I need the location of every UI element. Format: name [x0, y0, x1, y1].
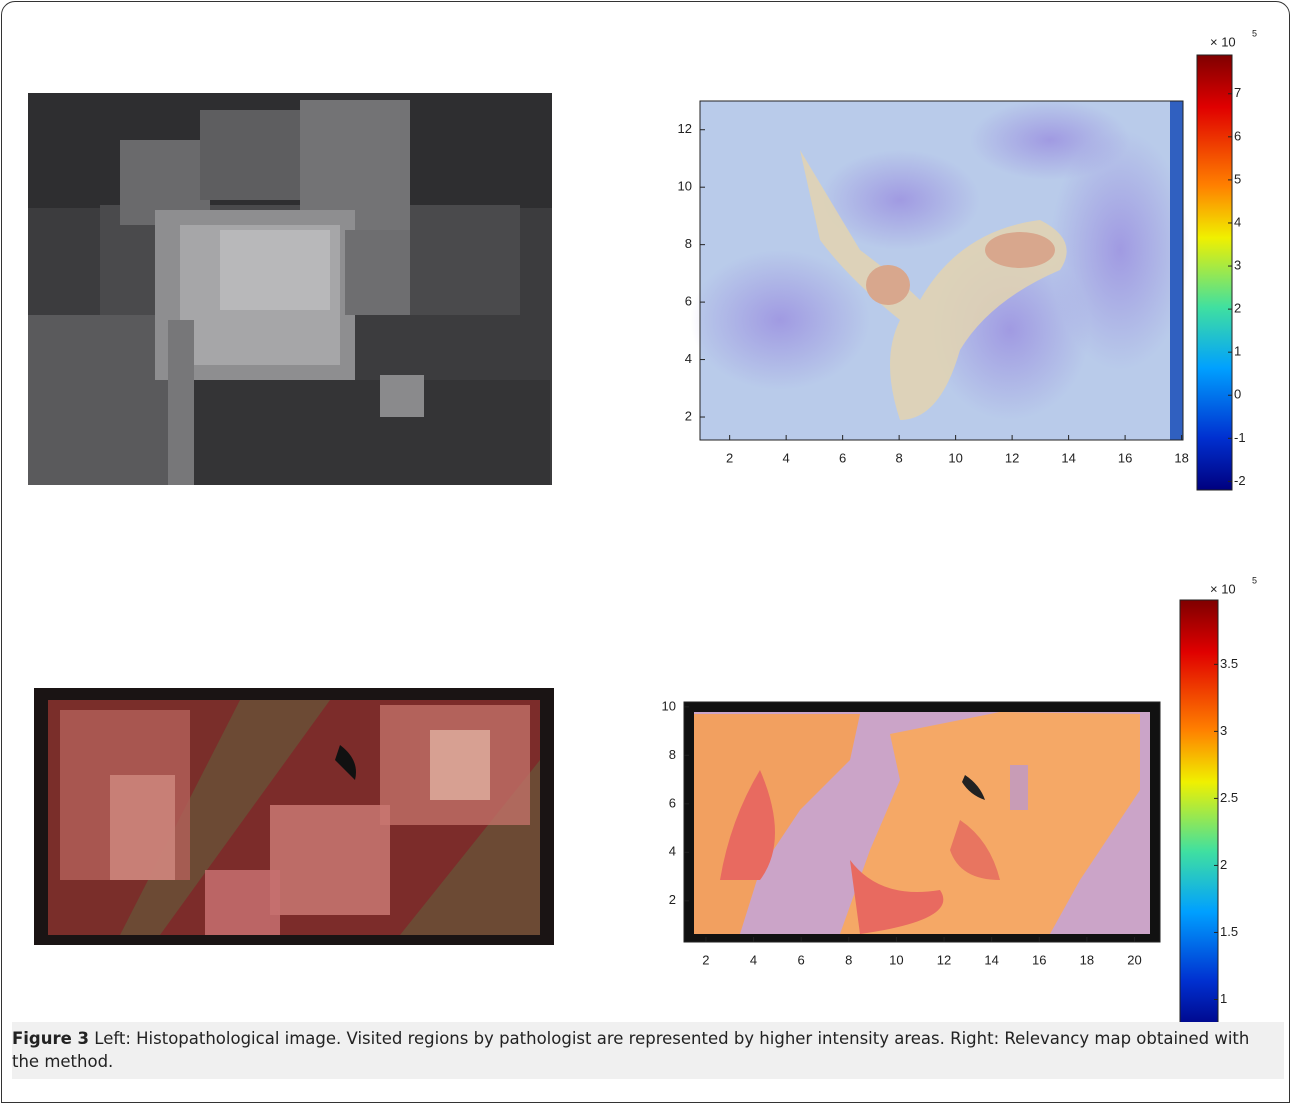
- x-tick-label: 18: [1174, 450, 1188, 465]
- relevancy-map-2: [684, 702, 1160, 942]
- colorbar-tick-label: 6: [1234, 128, 1241, 143]
- colorbar-tick-label: 1: [1220, 991, 1227, 1006]
- caption-label: Figure 3: [12, 1029, 89, 1048]
- colorbar-tick-label: 2: [1220, 857, 1227, 872]
- x-tick-label: 16: [1118, 450, 1132, 465]
- colorbar-tick-label: 1: [1234, 344, 1241, 359]
- x-tick-label: 14: [1061, 450, 1075, 465]
- colorbar-multiplier: × 10: [1210, 581, 1236, 596]
- x-tick-label: 4: [750, 952, 757, 967]
- colorbar-tick-label: -2: [1234, 473, 1246, 488]
- colorbar-tick-label: 3.5: [1220, 656, 1238, 671]
- relevancy-map-1: [690, 100, 1190, 440]
- y-tick-label: 4: [685, 351, 692, 366]
- y-tick-label: 6: [685, 294, 692, 309]
- x-tick-label: 4: [783, 450, 790, 465]
- colorbar-tick-label: 3: [1234, 257, 1241, 272]
- colorbar-tick-label: 7: [1234, 85, 1241, 100]
- histology-image-2: [34, 688, 554, 945]
- figure: 246810121416182468101276543210-1-2× 1052…: [0, 0, 1293, 1106]
- y-tick-label: 4: [669, 844, 676, 859]
- x-tick-label: 16: [1032, 952, 1046, 967]
- x-tick-label: 8: [845, 952, 852, 967]
- x-tick-label: 10: [948, 450, 962, 465]
- figure-caption: Figure 3 Left: Histopathological image. …: [12, 1022, 1284, 1079]
- x-tick-label: 6: [839, 450, 846, 465]
- colorbar-tick-label: 2.5: [1220, 790, 1238, 805]
- y-tick-label: 10: [662, 698, 676, 713]
- y-tick-label: 12: [678, 121, 692, 136]
- histology-image-1: [28, 93, 552, 485]
- colorbar-2: [1180, 600, 1218, 1033]
- x-tick-label: 8: [896, 450, 903, 465]
- colorbar-tick-label: 4: [1234, 214, 1241, 229]
- x-tick-label: 6: [798, 952, 805, 967]
- x-tick-label: 10: [889, 952, 903, 967]
- y-tick-label: 8: [669, 747, 676, 762]
- colorbar-tick-label: 5: [1234, 171, 1241, 186]
- colorbar-tick-label: 2: [1234, 301, 1241, 316]
- caption-text: Left: Histopathological image. Visited r…: [12, 1029, 1249, 1071]
- y-tick-label: 8: [685, 236, 692, 251]
- x-tick-label: 2: [726, 450, 733, 465]
- y-tick-label: 10: [678, 179, 692, 194]
- page: {"figure": { "panels": [ {"xticks": [2, …: [0, 0, 1293, 1106]
- colorbar-tick-label: 1.5: [1220, 924, 1238, 939]
- colorbar-exponent: 5: [1252, 575, 1257, 585]
- y-tick-label: 2: [685, 408, 692, 423]
- x-tick-label: 12: [1005, 450, 1019, 465]
- x-tick-label: 14: [984, 952, 998, 967]
- colorbar-exponent: 5: [1252, 28, 1257, 38]
- x-tick-label: 2: [702, 952, 709, 967]
- colorbar-multiplier: × 10: [1210, 34, 1236, 49]
- x-tick-label: 12: [937, 952, 951, 967]
- y-tick-label: 6: [669, 795, 676, 810]
- x-tick-label: 18: [1080, 952, 1094, 967]
- colorbar-1: [1197, 55, 1232, 490]
- colorbar-tick-label: 3: [1220, 723, 1227, 738]
- colorbar-tick-label: 0: [1234, 387, 1241, 402]
- x-tick-label: 20: [1127, 952, 1141, 967]
- colorbar-tick-label: -1: [1234, 430, 1246, 445]
- y-tick-label: 2: [669, 892, 676, 907]
